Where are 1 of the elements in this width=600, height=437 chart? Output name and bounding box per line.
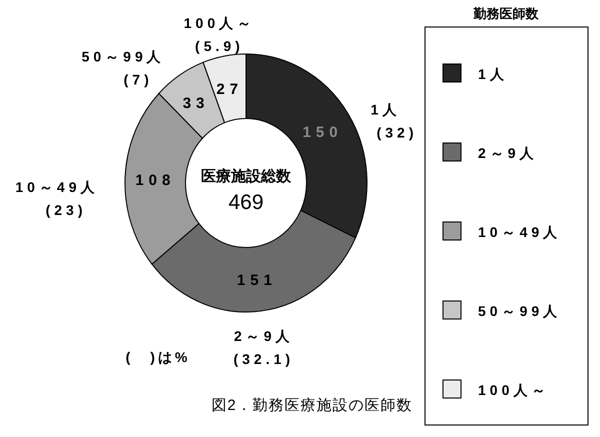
title: 図2．勤務医療施設の医師数 (211, 397, 413, 414)
